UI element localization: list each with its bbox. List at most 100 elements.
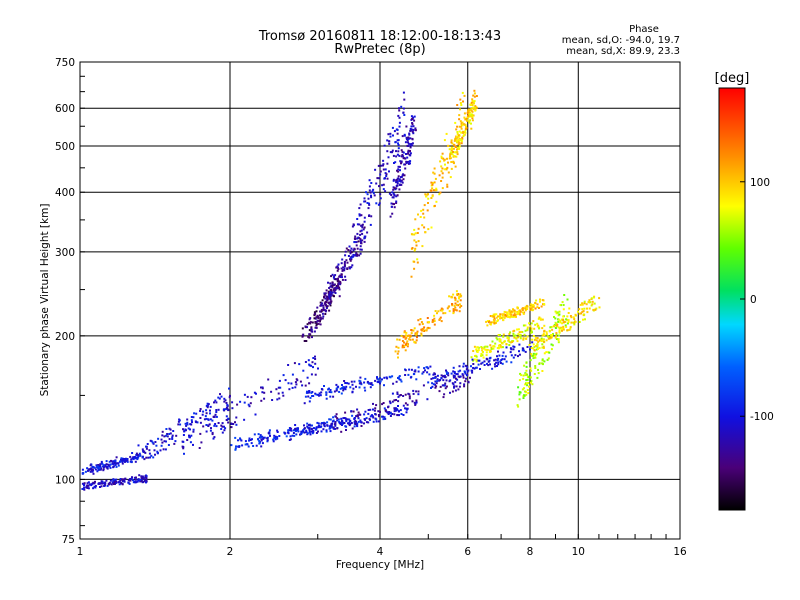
scatter-point bbox=[543, 324, 546, 327]
scatter-point bbox=[383, 407, 386, 410]
scatter-point bbox=[186, 418, 189, 421]
scatter-point bbox=[554, 317, 557, 320]
scatter-point bbox=[407, 373, 410, 376]
scatter-point bbox=[374, 379, 377, 382]
scatter-point bbox=[502, 318, 505, 321]
scatter-point bbox=[379, 173, 382, 176]
scatter-point bbox=[456, 140, 459, 143]
scatter-point bbox=[185, 429, 187, 432]
scatter-point bbox=[393, 193, 396, 196]
scatter-point bbox=[489, 315, 492, 317]
scatter-point bbox=[541, 346, 544, 349]
scatter-point bbox=[455, 155, 458, 158]
scatter-point bbox=[533, 373, 536, 375]
scatter-point bbox=[337, 263, 340, 266]
scatter-point bbox=[459, 369, 462, 372]
scatter-point bbox=[363, 226, 366, 229]
scatter-point bbox=[345, 385, 348, 388]
scatter-point bbox=[526, 384, 529, 387]
scatter-point bbox=[353, 421, 356, 424]
scatter-point bbox=[250, 396, 253, 399]
scatter-point bbox=[383, 416, 386, 419]
scatter-point bbox=[538, 339, 541, 342]
scatter-point bbox=[338, 390, 341, 393]
scatter-point bbox=[534, 354, 536, 357]
scatter-point bbox=[292, 432, 295, 434]
phase-stats-heading: Phase bbox=[629, 24, 659, 35]
scatter-point bbox=[195, 421, 198, 424]
scatter-point bbox=[350, 256, 353, 259]
scatter-point bbox=[541, 299, 544, 301]
scatter-point bbox=[459, 382, 462, 385]
scatter-point bbox=[228, 387, 230, 390]
scatter-point bbox=[397, 410, 400, 413]
scatter-point bbox=[410, 332, 413, 335]
scatter-point bbox=[107, 463, 110, 466]
scatter-point bbox=[153, 449, 156, 452]
scatter-point bbox=[313, 314, 316, 317]
scatter-point bbox=[455, 146, 457, 148]
scatter-point bbox=[406, 345, 409, 348]
scatter-point bbox=[518, 353, 521, 356]
scatter-point bbox=[496, 365, 498, 367]
scatter-point bbox=[122, 459, 124, 462]
scatter-point bbox=[311, 395, 314, 397]
scatter-point bbox=[356, 237, 359, 240]
scatter-point bbox=[239, 437, 241, 440]
scatter-point bbox=[522, 347, 525, 350]
scatter-point bbox=[364, 389, 367, 392]
scatter-point bbox=[317, 317, 320, 320]
scatter-point bbox=[543, 334, 546, 337]
scatter-point bbox=[450, 372, 453, 375]
scatter-point bbox=[221, 431, 224, 434]
scatter-point bbox=[498, 340, 501, 343]
scatter-point bbox=[404, 402, 407, 405]
scatter-point bbox=[528, 344, 531, 346]
scatter-point bbox=[374, 413, 377, 416]
scatter-point bbox=[572, 316, 575, 319]
scatter-point bbox=[498, 344, 500, 347]
scatter-point bbox=[336, 417, 339, 420]
scatter-point bbox=[308, 431, 311, 434]
scatter-point bbox=[382, 188, 385, 191]
scatter-point bbox=[460, 305, 463, 307]
scatter-point bbox=[472, 350, 475, 352]
scatter-point bbox=[460, 122, 463, 125]
scatter-point bbox=[404, 167, 407, 170]
scatter-point bbox=[446, 183, 449, 186]
scatter-point bbox=[207, 418, 210, 421]
scatter-point bbox=[470, 115, 473, 118]
scatter-point bbox=[439, 316, 442, 319]
scatter-point bbox=[205, 417, 208, 420]
scatter-point bbox=[313, 311, 316, 314]
scatter-point bbox=[217, 408, 220, 411]
scatter-point bbox=[320, 310, 323, 313]
scatter-point bbox=[214, 413, 217, 416]
scatter-point bbox=[531, 341, 534, 344]
scatter-point bbox=[423, 204, 426, 207]
scatter-point bbox=[367, 207, 370, 210]
scatter-point bbox=[296, 427, 299, 430]
scatter-point bbox=[387, 156, 390, 159]
scatter-point bbox=[92, 472, 95, 475]
scatter-point bbox=[430, 387, 432, 389]
scatter-point bbox=[537, 368, 539, 371]
scatter-point bbox=[514, 354, 517, 357]
scatter-point bbox=[553, 325, 556, 328]
scatter-point bbox=[300, 433, 302, 436]
scatter-point bbox=[598, 306, 601, 309]
scatter-point bbox=[477, 359, 480, 362]
scatter-point bbox=[329, 288, 332, 291]
scatter-point bbox=[530, 353, 533, 355]
scatter-point bbox=[353, 241, 356, 244]
scatter-point bbox=[421, 224, 424, 227]
scatter-point bbox=[499, 338, 502, 341]
scatter-point bbox=[397, 150, 400, 153]
scatter-point bbox=[350, 258, 353, 261]
scatter-point bbox=[340, 267, 343, 270]
scatter-point bbox=[359, 248, 362, 251]
scatter-point bbox=[377, 378, 380, 381]
scatter-point bbox=[315, 323, 318, 326]
scatter-point bbox=[390, 202, 393, 205]
scatter-point bbox=[438, 317, 441, 320]
